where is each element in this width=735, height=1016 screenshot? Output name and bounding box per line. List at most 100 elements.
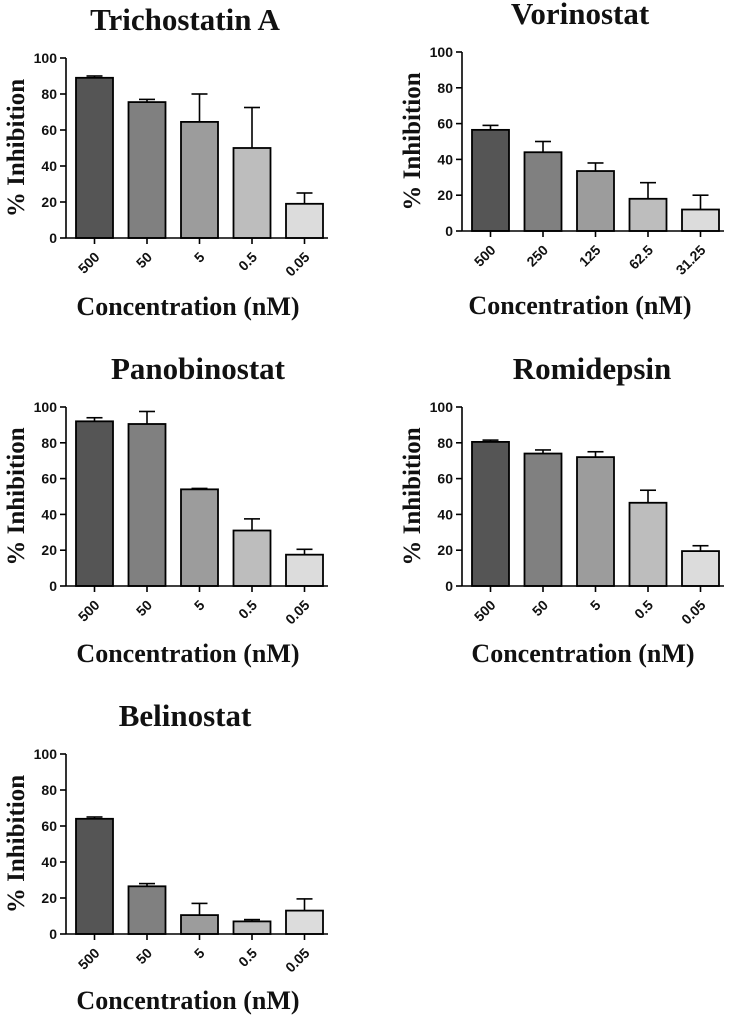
chart-panel-3: Panobinostat % Inhibition Concentration (n… xyxy=(3,351,328,668)
bar-62.5 xyxy=(628,197,668,232)
x-axis-title: Concentration (nM) xyxy=(76,639,299,668)
x-tick-label: 50 xyxy=(133,597,155,619)
bar-5 xyxy=(180,914,219,935)
bar-0.5 xyxy=(232,920,272,935)
chart-title: Belinostat xyxy=(119,698,252,733)
x-axis-title: Concentration (nM) xyxy=(471,639,694,668)
y-tick-label: 60 xyxy=(41,122,57,138)
bar-0.05 xyxy=(285,202,324,239)
bar-0.05 xyxy=(285,909,324,935)
bar-500 xyxy=(75,817,114,935)
x-tick-label: 5 xyxy=(587,597,604,614)
y-tick-label: 40 xyxy=(41,854,57,870)
x-tick-label: 0.05 xyxy=(282,249,313,280)
y-tick-label: 40 xyxy=(41,158,57,174)
y-tick-label: 100 xyxy=(34,50,58,66)
bar-500 xyxy=(471,128,510,232)
bar-125 xyxy=(576,170,615,232)
chart-title: Panobinostat xyxy=(111,351,286,386)
y-tick-label: 0 xyxy=(445,578,453,594)
x-tick-label: 0.5 xyxy=(235,597,260,622)
bar-0.5 xyxy=(232,529,272,587)
y-tick-label: 0 xyxy=(49,578,57,594)
x-tick-label: 0.5 xyxy=(631,597,656,622)
y-tick-label: 80 xyxy=(437,80,453,96)
bar-500 xyxy=(75,76,114,239)
bar-5 xyxy=(576,456,615,587)
x-axis-title: Concentration (nM) xyxy=(76,292,299,321)
chart-title: Vorinostat xyxy=(511,0,650,31)
y-tick-label: 20 xyxy=(41,542,57,558)
x-tick-label: 500 xyxy=(75,597,103,625)
x-tick-label: 5 xyxy=(191,945,208,962)
x-tick-label: 50 xyxy=(529,597,551,619)
x-tick-label: 5 xyxy=(191,597,208,614)
y-tick-label: 100 xyxy=(430,44,454,60)
y-tick-label: 60 xyxy=(437,116,453,132)
bar-31.25 xyxy=(681,208,720,232)
y-tick-label: 0 xyxy=(445,223,453,239)
x-tick-label: 0.05 xyxy=(678,597,709,628)
y-tick-label: 0 xyxy=(49,230,57,246)
x-tick-label: 500 xyxy=(75,945,103,973)
chart-panel-4: Romidepsin % Inhibition Concentration (nM)… xyxy=(399,351,724,668)
bar-50 xyxy=(523,452,563,587)
x-tick-label: 50 xyxy=(133,945,155,967)
y-tick-label: 60 xyxy=(41,471,57,487)
bar-0.5 xyxy=(232,147,272,239)
x-tick-label: 50 xyxy=(133,249,155,271)
y-tick-label: 20 xyxy=(437,542,453,558)
x-tick-label: 0.05 xyxy=(282,597,313,628)
bar-5 xyxy=(180,488,219,587)
bar-0.05 xyxy=(681,550,720,587)
chart-panel-1: Trichostatin A % Inhibition Concentration … xyxy=(3,2,328,321)
x-tick-label: 0.05 xyxy=(282,945,313,976)
y-axis-title: % Inhibition xyxy=(3,79,30,217)
bar-5 xyxy=(180,121,219,239)
x-tick-label: 5 xyxy=(191,249,208,266)
bar-500 xyxy=(75,420,114,587)
chart-panel-2: Vorinostat % Inhibition Concentration (nM)… xyxy=(399,0,724,320)
y-axis-title: % Inhibition xyxy=(399,427,426,565)
y-tick-label: 0 xyxy=(49,926,57,942)
x-axis-title: Concentration (nM) xyxy=(76,986,299,1015)
bar-50 xyxy=(127,101,167,239)
chart-title: Romidepsin xyxy=(513,351,671,386)
y-tick-label: 60 xyxy=(437,471,453,487)
y-tick-label: 80 xyxy=(41,86,57,102)
x-tick-label: 62.5 xyxy=(626,242,657,273)
x-tick-label: 0.5 xyxy=(235,249,260,274)
y-tick-label: 100 xyxy=(430,399,454,415)
y-axis-title: % Inhibition xyxy=(3,775,30,913)
y-tick-label: 100 xyxy=(34,399,58,415)
y-tick-label: 80 xyxy=(41,435,57,451)
bar-50 xyxy=(127,885,167,935)
y-tick-label: 40 xyxy=(437,506,453,522)
bar-50 xyxy=(127,423,167,587)
bar-0.05 xyxy=(285,553,324,587)
x-tick-label: 0.5 xyxy=(235,945,260,970)
y-tick-label: 40 xyxy=(437,151,453,167)
y-tick-label: 20 xyxy=(437,187,453,203)
y-axis-title: % Inhibition xyxy=(3,427,30,565)
x-axis-title: Concentration (nM) xyxy=(468,291,691,320)
y-tick-label: 60 xyxy=(41,818,57,834)
bar-250 xyxy=(523,151,563,232)
chart-title: Trichostatin A xyxy=(90,2,280,37)
y-tick-label: 100 xyxy=(34,746,58,762)
x-tick-label: 500 xyxy=(471,242,499,270)
y-axis-title: % Inhibition xyxy=(399,72,426,210)
bar-500 xyxy=(471,441,510,587)
y-tick-label: 20 xyxy=(41,890,57,906)
x-tick-label: 31.25 xyxy=(673,242,709,278)
x-tick-label: 500 xyxy=(471,597,499,625)
chart-panel-5: Belinostat % Inhibition Concentration (nM)… xyxy=(3,698,328,1015)
x-tick-label: 500 xyxy=(75,249,103,277)
y-tick-label: 40 xyxy=(41,506,57,522)
y-tick-label: 80 xyxy=(41,782,57,798)
x-tick-label: 125 xyxy=(576,242,604,270)
x-tick-label: 250 xyxy=(523,242,551,270)
bar-0.5 xyxy=(628,501,668,587)
y-tick-label: 20 xyxy=(41,194,57,210)
y-tick-label: 80 xyxy=(437,435,453,451)
